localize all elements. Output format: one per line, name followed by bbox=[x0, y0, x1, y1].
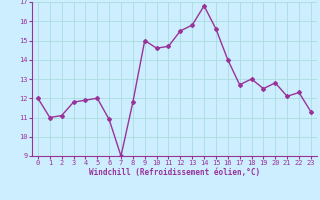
X-axis label: Windchill (Refroidissement éolien,°C): Windchill (Refroidissement éolien,°C) bbox=[89, 168, 260, 177]
